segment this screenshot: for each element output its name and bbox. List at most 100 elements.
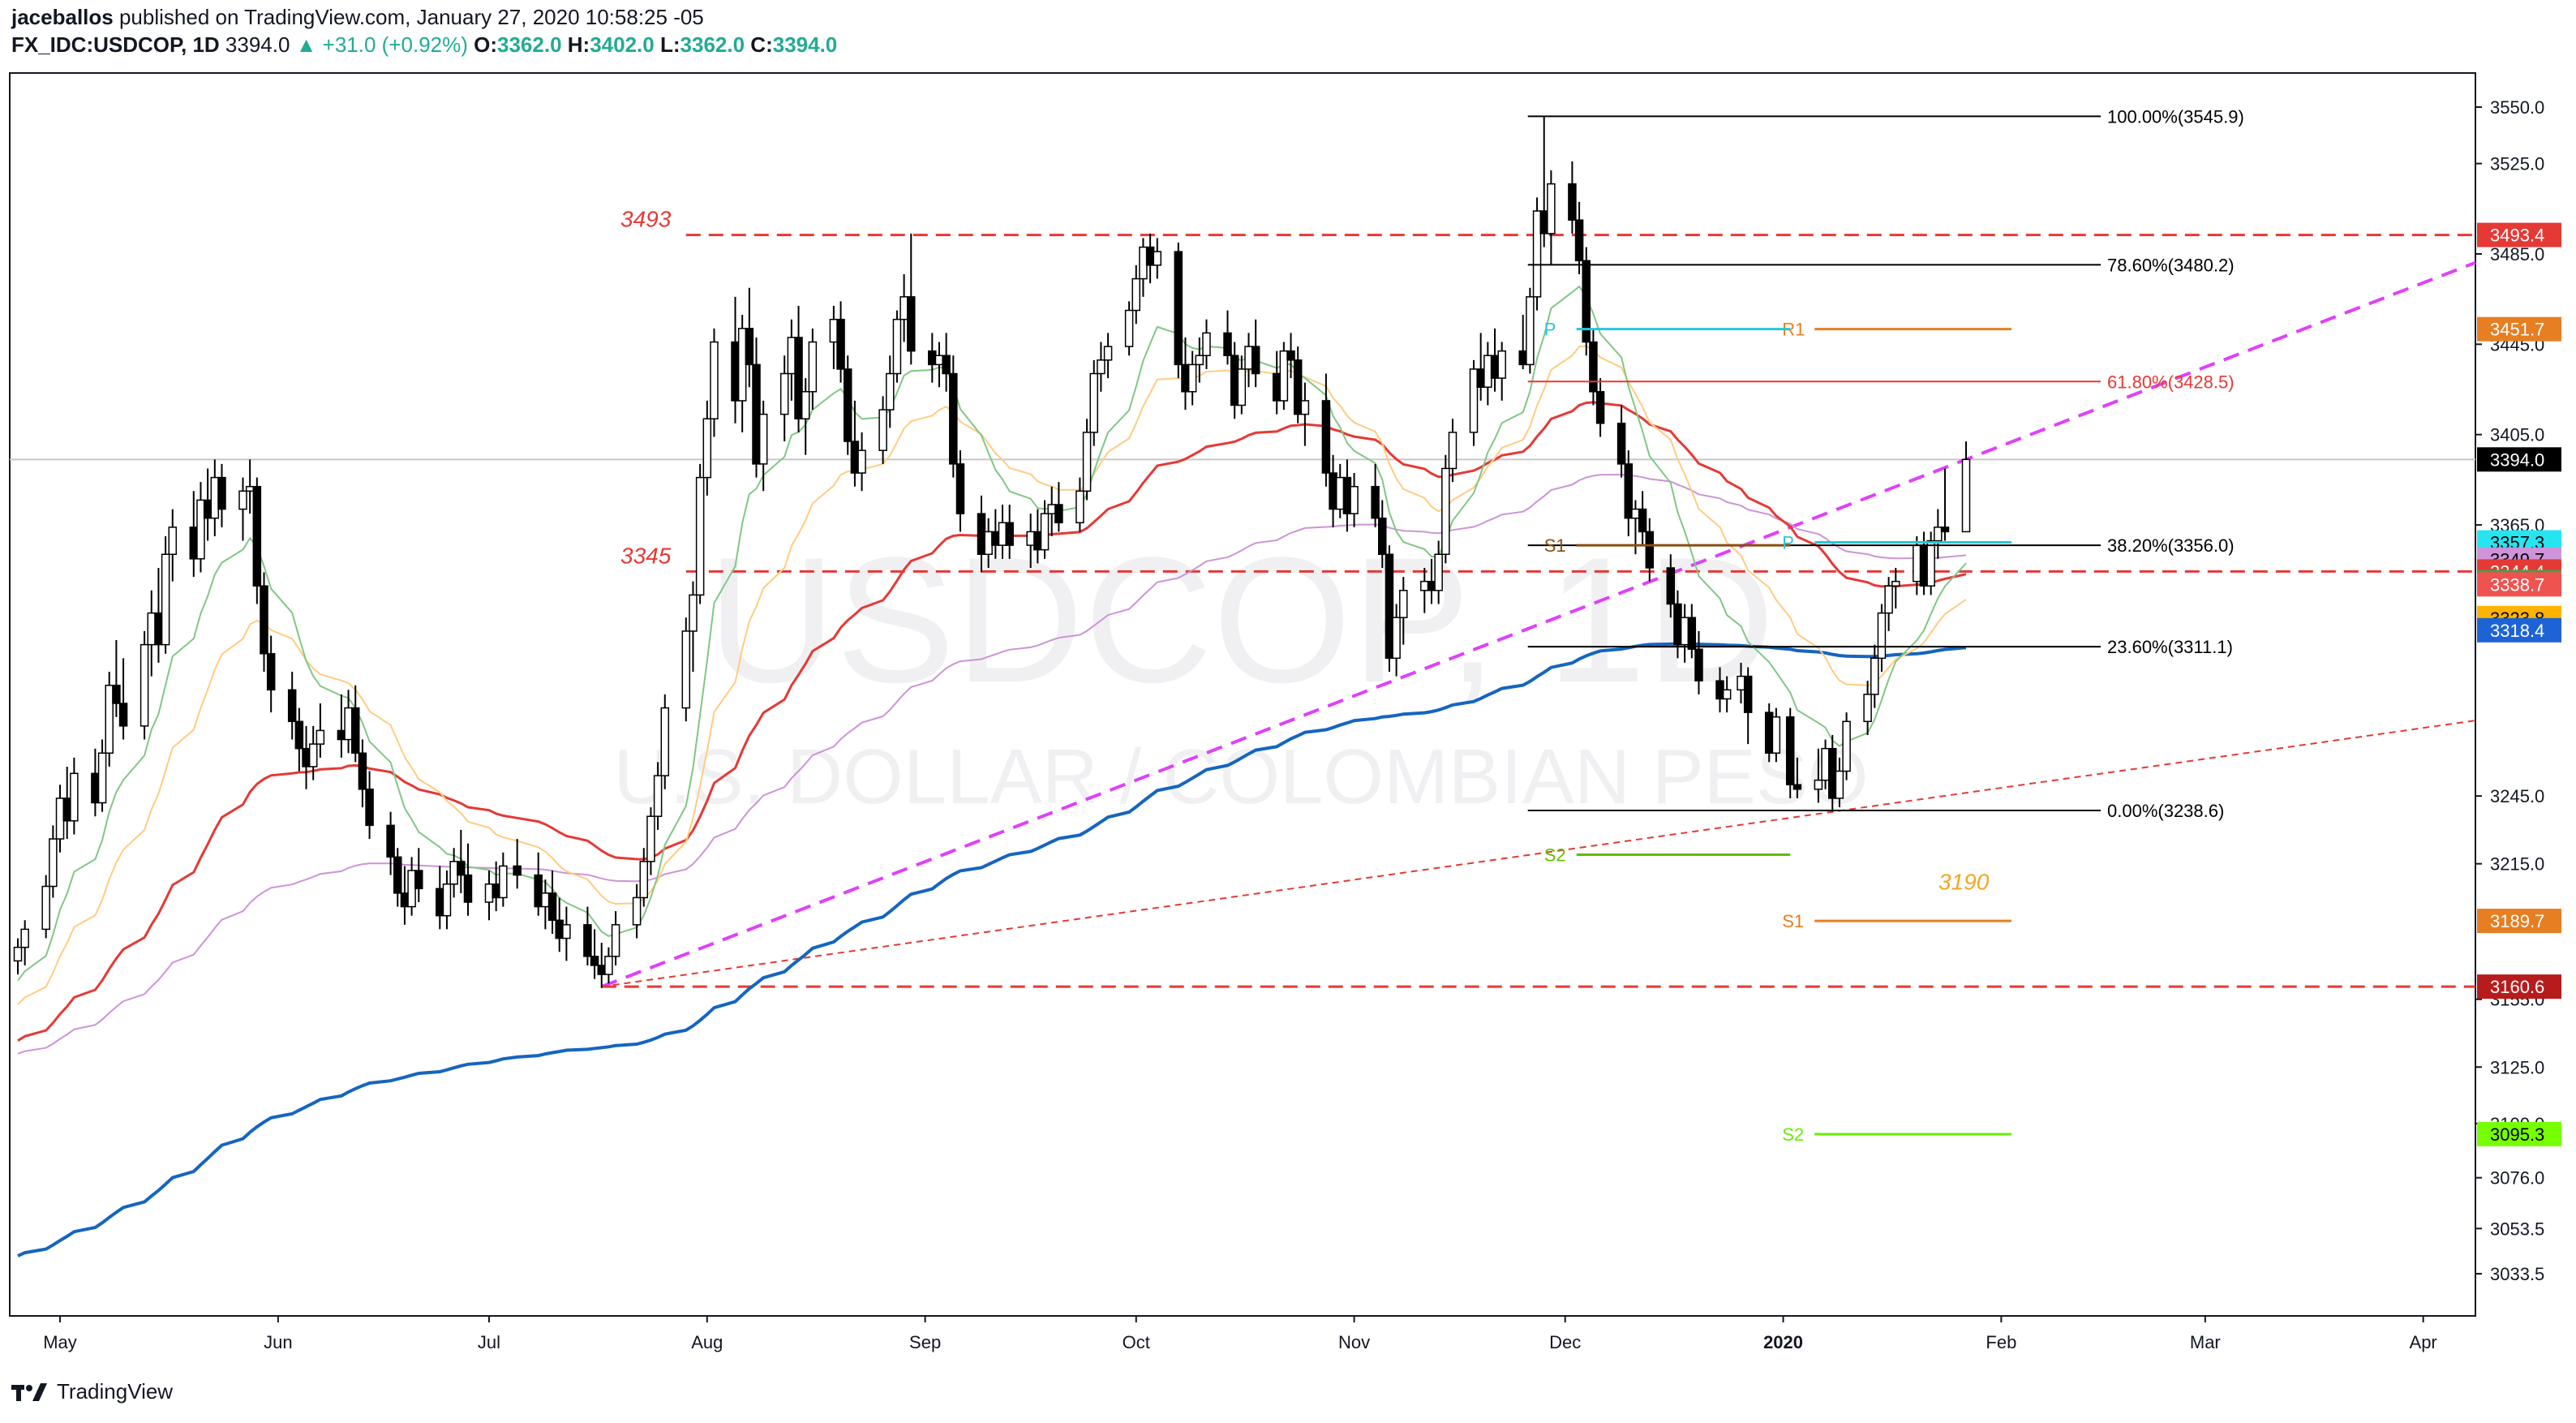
time-axis[interactable]: May Jun Jul Aug Sep Oct Nov Dec 2020 Feb Mar Apr	[43, 1316, 2437, 1352]
candle-body	[1694, 648, 1703, 681]
publish-info: jaceballos published on TradingView.com,…	[11, 5, 704, 30]
price-badge-bg	[2477, 974, 2561, 1000]
candle	[1722, 676, 1732, 713]
candle-body	[1539, 210, 1548, 234]
time-tick-label: May	[43, 1332, 77, 1352]
candle	[758, 400, 768, 492]
candle-body	[829, 318, 839, 343]
candle-body	[1764, 712, 1774, 754]
time-tick-label: Jul	[478, 1332, 500, 1352]
candle-body	[393, 856, 402, 894]
candle	[217, 463, 226, 527]
price-axis[interactable]: 3550.03525.03485.03445.03405.03365.03245…	[2475, 97, 2561, 1284]
candle	[1785, 707, 1795, 798]
trendlines	[601, 260, 2476, 989]
candle	[245, 459, 255, 514]
annotation-label: 3345	[620, 543, 672, 568]
candle-body	[97, 752, 107, 804]
rising-trendline-magenta	[601, 260, 2476, 989]
candle-body	[1835, 770, 1844, 799]
candle	[13, 938, 23, 975]
candle-body	[1420, 580, 1429, 591]
candle	[1103, 333, 1113, 379]
candle-body	[1329, 472, 1337, 510]
candle-body	[710, 341, 719, 419]
candle-body	[1342, 476, 1352, 514]
candles	[13, 116, 1971, 988]
price-tick-label: 3215.0	[2490, 854, 2544, 875]
time-tick-label: Feb	[1986, 1332, 2016, 1352]
price-badge-bg	[2477, 909, 2561, 934]
candle-body	[1919, 544, 1929, 587]
candle-body	[1272, 372, 1282, 402]
candle	[20, 920, 29, 965]
candle	[1448, 419, 1458, 483]
candle	[1835, 757, 1844, 808]
candle-body	[597, 965, 606, 975]
candle	[555, 897, 564, 952]
candle-body	[308, 743, 318, 767]
candle-body	[878, 409, 887, 451]
candle-body	[1743, 675, 1753, 713]
candle	[140, 630, 149, 740]
candle	[287, 672, 297, 740]
candle-body	[1870, 657, 1879, 695]
candle-body	[955, 463, 965, 514]
candle-body	[350, 707, 360, 754]
candle	[1687, 604, 1697, 659]
candle	[899, 274, 908, 342]
candle	[660, 694, 670, 789]
candle	[1497, 342, 1506, 401]
candle	[1694, 630, 1703, 694]
candle	[843, 355, 852, 455]
candle	[49, 825, 58, 898]
candle-body	[1033, 531, 1042, 551]
candle	[1174, 243, 1183, 379]
price-tick-label: 3245.0	[2490, 786, 2544, 806]
candle-body	[1286, 350, 1295, 361]
candle	[1082, 419, 1092, 501]
candle-body	[1827, 747, 1837, 799]
annotations: 3493 3345 3190	[620, 207, 1990, 895]
candle	[1434, 540, 1443, 604]
brand-name[interactable]: TradingView	[57, 1379, 174, 1404]
candle	[1490, 328, 1500, 392]
candle-body	[1821, 747, 1830, 781]
candle-body	[1139, 246, 1148, 280]
candle	[710, 328, 719, 437]
candle-body	[1181, 363, 1190, 393]
candle	[97, 739, 107, 812]
candle-body	[1497, 350, 1506, 379]
candle	[928, 333, 937, 383]
tradingview-logo-icon[interactable]	[11, 1382, 49, 1403]
candle	[386, 811, 395, 875]
candle	[794, 306, 803, 432]
candle-body	[653, 775, 663, 817]
candle-body	[752, 363, 761, 465]
candle-body	[547, 892, 557, 922]
candle-body	[1005, 522, 1014, 546]
price-badge-bg	[2477, 617, 2561, 643]
price-badge-bg	[2477, 447, 2561, 472]
author-name[interactable]: jaceballos	[11, 5, 114, 29]
candle-body	[695, 476, 705, 596]
candle-body	[203, 499, 213, 519]
candle-body	[168, 527, 178, 556]
price-badge-bg	[2477, 572, 2561, 597]
candle	[1139, 238, 1148, 297]
candle-body	[928, 350, 937, 366]
candle	[1089, 359, 1098, 446]
candle	[907, 233, 916, 365]
candle-body	[287, 689, 297, 723]
candle-body	[984, 531, 993, 556]
candle	[1582, 247, 1591, 356]
candle-body	[632, 896, 642, 926]
candle	[1385, 545, 1394, 673]
candle	[886, 355, 895, 428]
candle-body	[1321, 400, 1331, 474]
candle-body	[70, 772, 79, 822]
candle	[597, 943, 606, 988]
symbol-name[interactable]: FX_IDC:USDCOP, 1D	[11, 32, 220, 57]
candle-body	[1378, 517, 1387, 556]
